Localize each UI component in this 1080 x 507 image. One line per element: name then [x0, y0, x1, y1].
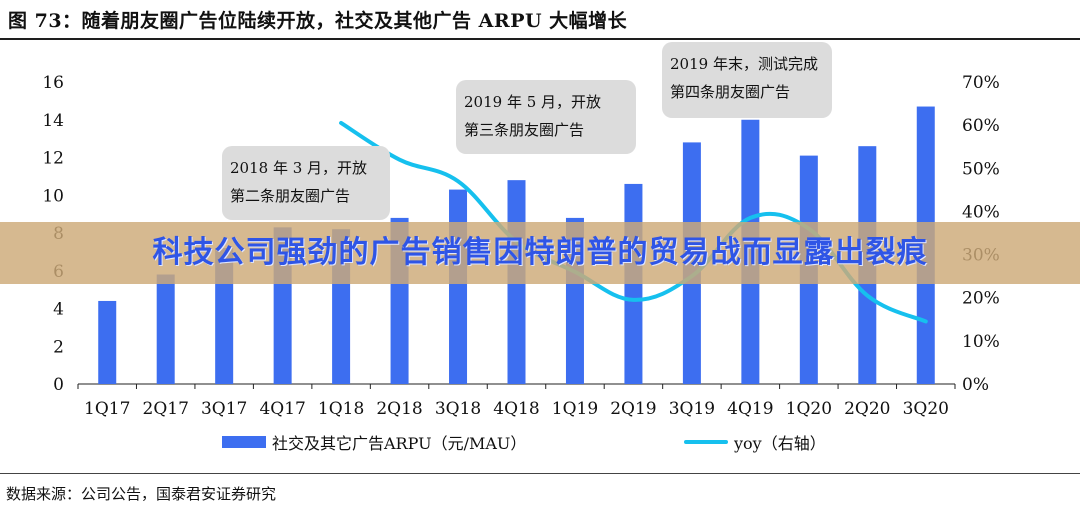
chart-legend: 社交及其它广告ARPU（元/MAU） yoy（右轴）: [0, 430, 1080, 456]
annotation-box: [456, 80, 636, 154]
annotation-text: 第四条朋友圈广告: [670, 83, 790, 101]
legend-line-label: yoy（右轴）: [734, 434, 826, 453]
annotation-box: [662, 42, 832, 118]
x-tick-label: 1Q17: [84, 399, 130, 419]
x-tick-label: 3Q18: [435, 399, 481, 419]
x-tick-label: 3Q20: [903, 399, 949, 419]
annotation-text: 第二条朋友圈广告: [230, 187, 350, 205]
x-tick-label: 4Q19: [727, 399, 773, 419]
source-divider: [0, 473, 1080, 474]
bar: [156, 274, 175, 384]
annotation-text: 2019 年 5 月，开放: [464, 93, 601, 111]
y-left-tick-label: 16: [42, 73, 64, 93]
annotation-text: 2018 年 3 月，开放: [230, 159, 367, 177]
x-tick-label: 1Q18: [318, 399, 364, 419]
y-right-tick-label: 0%: [962, 375, 989, 395]
chart-title: 图 73：随着朋友圈广告位陆续开放，社交及其他广告 ARPU 大幅增长: [8, 10, 628, 32]
source-note: 数据来源：公司公告，国泰君安证券研究: [6, 485, 277, 503]
x-tick-label: 1Q19: [552, 399, 598, 419]
x-tick-label: 3Q17: [201, 399, 247, 419]
legend-line-swatch: [684, 440, 728, 444]
chart-axes: 02468101214160%10%20%30%40%50%60%70%1Q17…: [42, 73, 999, 419]
x-tick-label: 1Q20: [786, 399, 832, 419]
annotation-text: 2019 年末，测试完成: [670, 55, 818, 73]
legend-bar-label: 社交及其它广告ARPU（元/MAU）: [272, 434, 527, 453]
annotation-text: 第三条朋友圈广告: [464, 121, 584, 139]
y-left-tick-label: 0: [53, 375, 64, 395]
legend-bar-swatch: [222, 436, 266, 448]
legend-item-line: yoy（右轴）: [684, 430, 826, 454]
title-divider: [0, 38, 1080, 40]
x-tick-label: 2Q20: [844, 399, 890, 419]
y-left-tick-label: 14: [42, 111, 64, 131]
y-right-tick-label: 40%: [962, 202, 1000, 222]
y-left-tick-label: 12: [42, 149, 64, 169]
legend-item-bar: 社交及其它广告ARPU（元/MAU）: [222, 430, 526, 454]
x-tick-label: 2Q19: [610, 399, 656, 419]
y-right-tick-label: 10%: [962, 332, 1000, 352]
x-tick-label: 4Q17: [259, 399, 305, 419]
bar: [449, 189, 468, 384]
x-tick-label: 2Q18: [376, 399, 422, 419]
y-right-tick-label: 20%: [962, 289, 1000, 309]
x-tick-label: 2Q17: [143, 399, 189, 419]
bar: [98, 300, 117, 384]
x-tick-label: 4Q18: [493, 399, 539, 419]
y-right-tick-label: 60%: [962, 116, 1000, 136]
x-tick-label: 3Q19: [669, 399, 715, 419]
y-right-tick-label: 70%: [962, 73, 1000, 93]
y-left-tick-label: 10: [42, 186, 64, 206]
annotation-box: [222, 146, 390, 220]
y-left-tick-label: 2: [53, 337, 64, 357]
overlay-banner: [0, 222, 1080, 284]
y-right-tick-label: 50%: [962, 159, 1000, 179]
y-left-tick-label: 4: [53, 300, 64, 320]
overlay-banner-text: 科技公司强劲的广告销售因特朗普的贸易战而显露出裂痕: [152, 235, 928, 270]
